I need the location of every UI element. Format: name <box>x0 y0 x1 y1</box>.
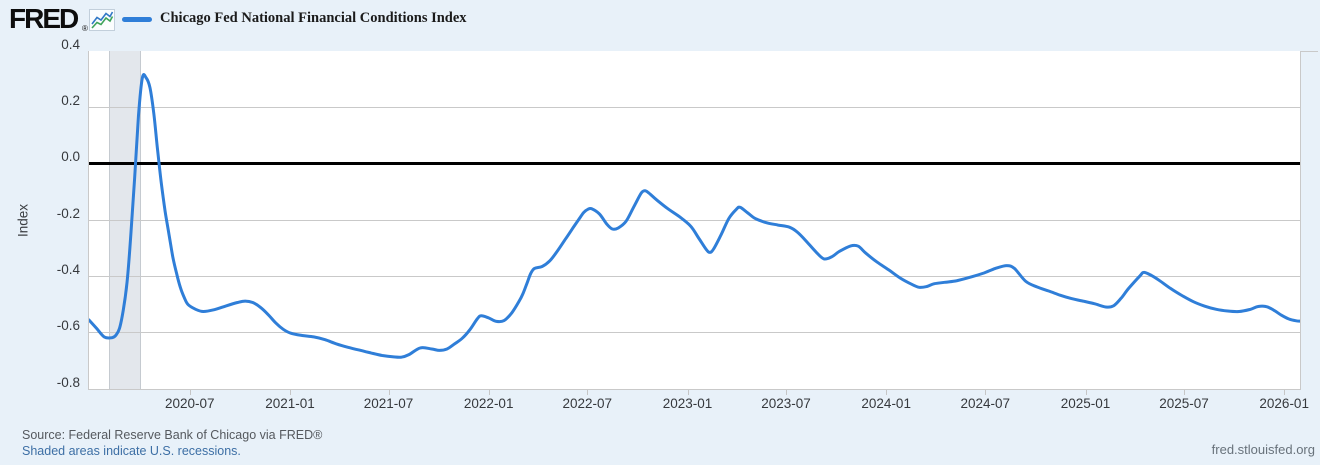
fred-watermark: fred.stlouisfed.org <box>1211 442 1315 457</box>
recessions-note-link[interactable]: Shaded areas indicate U.S. recessions. <box>22 444 241 458</box>
x-tick-mark <box>290 390 291 395</box>
gridline <box>89 332 1300 334</box>
x-tick-label: 2024-01 <box>861 396 911 411</box>
x-tick-mark <box>189 390 191 395</box>
source-text: Source: Federal Reserve Bank of Chicago … <box>22 428 323 442</box>
y-tick-label: -0.4 <box>56 261 80 277</box>
x-tick-label: 2025-01 <box>1060 396 1111 411</box>
x-tick-label: 2022-01 <box>463 396 514 411</box>
y-tick-label: 0.2 <box>61 92 80 108</box>
x-tick-label: 2023-07 <box>761 396 811 411</box>
x-tick-label: 2024-07 <box>960 396 1011 411</box>
gridline <box>89 219 1300 221</box>
sparkline-chart-icon <box>89 9 115 31</box>
fred-logo[interactable]: FRED <box>9 3 79 34</box>
x-tick-mark <box>786 390 787 395</box>
x-tick-label: 2026-01 <box>1259 396 1309 411</box>
x-tick-label: 2020-07 <box>165 396 215 411</box>
registered-mark-icon: ® <box>82 24 88 33</box>
x-tick-label: 2021-01 <box>265 396 315 411</box>
x-tick-label: 2021-07 <box>363 396 414 411</box>
x-tick-mark <box>1085 390 1087 395</box>
y-tick-label: -0.2 <box>56 205 80 221</box>
y-tick-label: 0.4 <box>61 36 80 52</box>
y-tick-label: 0.0 <box>61 149 80 165</box>
series-line <box>89 73 1300 359</box>
x-tick-mark <box>1184 390 1185 395</box>
x-tick-mark <box>488 390 490 395</box>
x-tick-mark <box>687 390 689 395</box>
x-tick-label: 2023-01 <box>662 396 713 411</box>
x-tick-label: 2022-07 <box>562 396 613 411</box>
x-tick-mark <box>985 390 987 395</box>
x-tick-label: 2025-07 <box>1159 396 1209 411</box>
legend-line-swatch <box>122 17 152 22</box>
gridline <box>89 275 1300 277</box>
y-tick-label: -0.6 <box>56 318 80 334</box>
y-tick-label: -0.8 <box>56 374 80 390</box>
x-tick-mark <box>1284 390 1286 395</box>
x-tick-mark <box>388 390 390 395</box>
plot-area[interactable] <box>88 51 1301 390</box>
zero-line <box>89 162 1300 165</box>
chart-title-legend-label[interactable]: Chicago Fed National Financial Condition… <box>160 10 467 26</box>
gridline <box>89 106 1300 108</box>
x-tick-mark <box>886 390 888 395</box>
x-tick-mark <box>587 390 589 395</box>
